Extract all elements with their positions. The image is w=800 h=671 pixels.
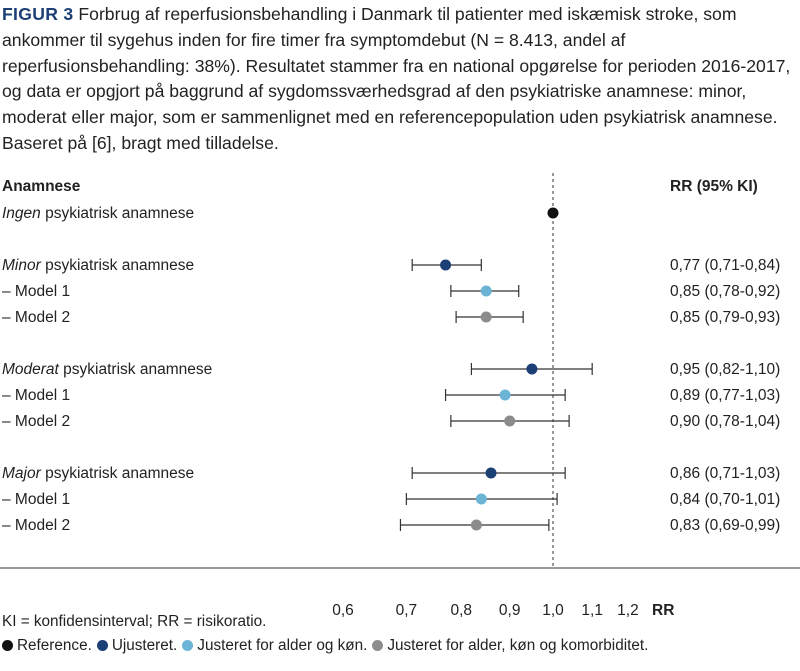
row-label: Minor psykiatrisk anamnese [2, 257, 194, 274]
row-label: – Model 2 [2, 309, 70, 326]
x-tick-label: 0,6 [332, 602, 354, 619]
rr-value: 0,85 (0,79-0,93) [670, 309, 780, 326]
caption-text: Forbrug af reperfusionsbehandling i Danm… [2, 4, 791, 153]
row-label-italic: Minor [2, 257, 42, 274]
legend-label: Justeret for alder og køn. [197, 637, 368, 654]
rr-value: 0,83 (0,69-0,99) [670, 517, 780, 534]
figure-notes: KI = konfidensinterval; RR = risikoratio… [2, 610, 653, 658]
legend-item: Ujusteret. [96, 637, 178, 654]
legend-item: Reference. [2, 637, 92, 654]
point-estimate [547, 207, 559, 219]
row-label-text: psykiatrisk anamnese [41, 205, 194, 222]
abbreviation-note: KI = konfidensinterval; RR = risikoratio… [2, 613, 267, 630]
row-label-text: psykiatrisk anamnese [41, 465, 194, 482]
figure-label: FIGUR 3 [2, 4, 74, 24]
legend-dot-icon [96, 640, 108, 651]
row-label: Ingen psykiatrisk anamnese [2, 205, 194, 222]
row-label-text: – Model 2 [2, 309, 70, 326]
x-tick-label: 1,0 [542, 602, 564, 619]
row-label: Moderat psykiatrisk anamnese [2, 361, 212, 378]
legend-label: Justeret for alder, køn og komorbiditet. [387, 637, 649, 654]
legend-item: Justeret for alder og køn. [182, 637, 367, 654]
row-label-text: psykiatrisk anamnese [59, 361, 212, 378]
row-label-italic: Moderat [2, 361, 60, 378]
x-tick-label: 1,2 [617, 602, 639, 619]
left-column-header: Anamnese [2, 178, 81, 195]
legend-label: Ujusteret. [111, 637, 178, 654]
row-label: – Model 1 [2, 283, 70, 300]
row-label: – Model 1 [2, 491, 70, 508]
x-tick-label: 0,8 [450, 602, 472, 619]
rr-value: 0,86 (0,71-1,03) [670, 465, 780, 482]
row-label-text: – Model 1 [2, 283, 70, 300]
row-label-text: – Model 1 [2, 387, 70, 404]
rr-value: 0,77 (0,71-0,84) [670, 257, 780, 274]
point-estimate [499, 389, 511, 401]
legend-dot-icon [372, 640, 384, 651]
legend-dot-icon [182, 640, 194, 651]
x-tick-label: 0,9 [499, 602, 521, 619]
point-estimate [526, 363, 538, 375]
legend: Reference. Ujusteret. Justeret for alder o… [2, 634, 653, 658]
row-label-text: – Model 2 [2, 517, 70, 534]
row-label-text: psykiatrisk anamnese [41, 257, 194, 274]
legend-item: Justeret for alder, køn og komorbiditet. [372, 637, 648, 654]
point-estimate [480, 285, 492, 297]
rr-value: 0,84 (0,70-1,01) [670, 491, 780, 508]
row-label: – Model 2 [2, 413, 70, 430]
row-label: – Model 1 [2, 387, 70, 404]
row-label: – Model 2 [2, 517, 70, 534]
row-label: Major psykiatrisk anamnese [2, 465, 194, 482]
row-label-text: – Model 1 [2, 491, 70, 508]
right-column-header: RR (95% KI) [670, 178, 758, 195]
point-estimate [440, 259, 452, 271]
rr-value: 0,85 (0,78-0,92) [670, 283, 780, 300]
point-estimate [504, 415, 516, 427]
x-tick-label: 0,7 [396, 602, 418, 619]
row-label-text: – Model 2 [2, 413, 70, 430]
rr-value: 0,89 (0,77-1,03) [670, 387, 780, 404]
legend-label: Reference. [17, 637, 92, 654]
figure-caption: FIGUR 3 Forbrug af reperfusionsbehandlin… [2, 2, 792, 157]
row-label-italic: Major [2, 465, 42, 482]
point-estimate [475, 493, 487, 505]
point-estimate [485, 467, 497, 479]
x-tick-label: 1,1 [581, 602, 603, 619]
rr-value: 0,95 (0,82-1,10) [670, 361, 780, 378]
point-estimate [470, 519, 482, 531]
rr-value: 0,90 (0,78-1,04) [670, 413, 780, 430]
row-label-italic: Ingen [2, 205, 41, 222]
x-axis-label: RR [652, 602, 674, 619]
point-estimate [480, 311, 492, 323]
legend-dot-icon [2, 640, 13, 651]
